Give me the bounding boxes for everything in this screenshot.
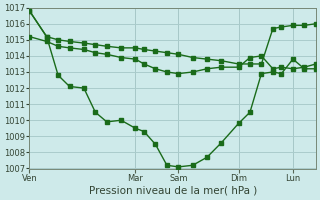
X-axis label: Pression niveau de la mer( hPa ): Pression niveau de la mer( hPa ) bbox=[89, 186, 257, 196]
